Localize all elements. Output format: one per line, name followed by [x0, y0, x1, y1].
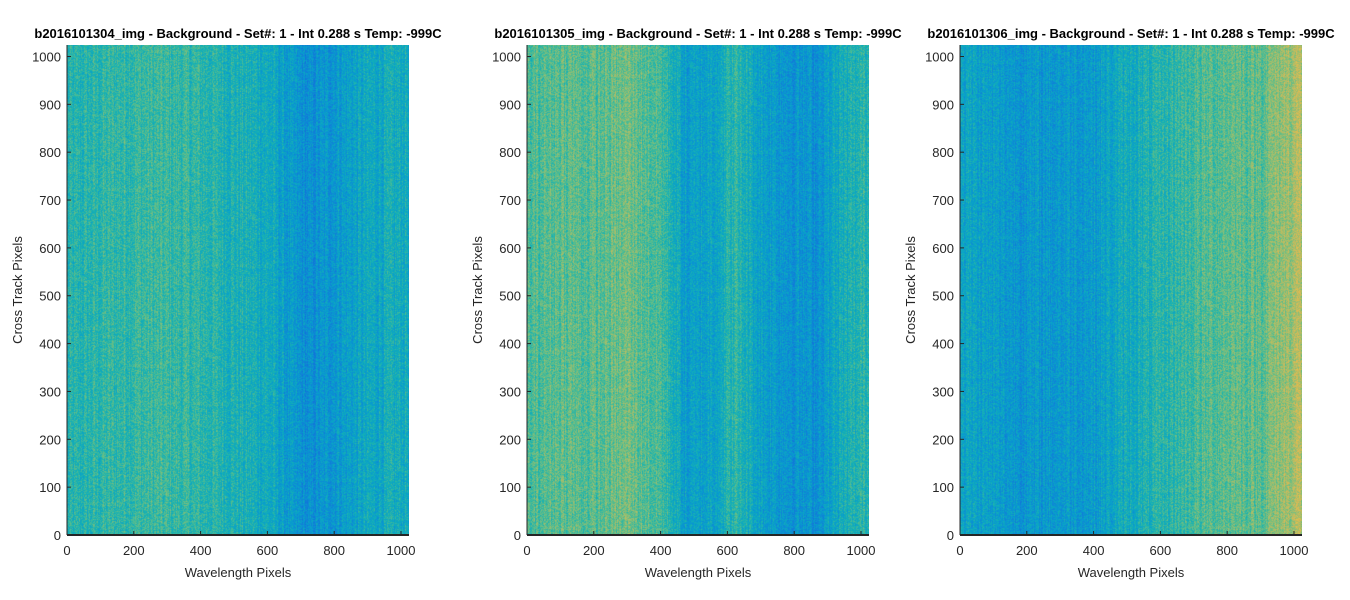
- y-tick-label: 700: [499, 193, 521, 208]
- y-tick-label: 900: [39, 97, 61, 112]
- plot-title: b2016101305_img - Background - Set#: 1 -…: [494, 26, 902, 41]
- heatmap-image: [527, 45, 869, 535]
- y-tick-label: 0: [947, 528, 954, 543]
- x-tick-label: 800: [1216, 543, 1238, 558]
- y-tick-label: 500: [499, 289, 521, 304]
- axes: 0 200 400 600 800 1000 0 100 200 300 400 500 600 700 8…: [903, 45, 1309, 580]
- y-tick-label: 200: [39, 432, 61, 447]
- x-tick-label: 0: [523, 543, 530, 558]
- y-axis-label: Cross Track Pixels: [903, 236, 918, 344]
- x-tick-label: 400: [190, 543, 212, 558]
- x-tick-label: 200: [583, 543, 605, 558]
- x-axis-label: Wavelength Pixels: [185, 565, 292, 580]
- heatmap-panel-2: b2016101305_img - Background - Set#: 1 -…: [460, 0, 910, 600]
- y-tick-label: 500: [39, 289, 61, 304]
- y-tick-label: 300: [39, 384, 61, 399]
- y-tick-label: 400: [39, 337, 61, 352]
- heatmap-panel-1: b2016101304_img - Background - Set#: 1 -…: [0, 0, 450, 600]
- x-tick-label: 1000: [1280, 543, 1309, 558]
- y-tick-label: 600: [39, 241, 61, 256]
- y-tick-label: 300: [932, 384, 954, 399]
- y-tick-label: 100: [39, 480, 61, 495]
- x-tick-label: 200: [1016, 543, 1038, 558]
- x-tick-label: 0: [956, 543, 963, 558]
- y-tick-label: 1000: [492, 49, 521, 64]
- axes: 0 200 400 600 800 1000 0 100 200 300 400 500 600 700 8…: [470, 45, 876, 580]
- x-tick-label: 200: [123, 543, 145, 558]
- plot-title: b2016101304_img - Background - Set#: 1 -…: [34, 26, 442, 41]
- y-tick-label: 700: [39, 193, 61, 208]
- y-tick-label: 1000: [925, 49, 954, 64]
- x-tick-label: 0: [63, 543, 70, 558]
- y-tick-label: 1000: [32, 49, 61, 64]
- x-tick-label: 800: [323, 543, 345, 558]
- y-tick-label: 900: [499, 97, 521, 112]
- x-tick-label: 600: [717, 543, 739, 558]
- y-tick-label: 200: [932, 432, 954, 447]
- x-axis-label: Wavelength Pixels: [1078, 565, 1185, 580]
- y-tick-label: 800: [39, 145, 61, 160]
- y-tick-label: 600: [499, 241, 521, 256]
- heatmap-panel-3: b2016101306_img - Background - Set#: 1 -…: [893, 0, 1350, 600]
- y-tick-label: 600: [932, 241, 954, 256]
- x-tick-label: 400: [650, 543, 672, 558]
- y-tick-label: 200: [499, 432, 521, 447]
- y-tick-label: 800: [499, 145, 521, 160]
- y-tick-label: 900: [932, 97, 954, 112]
- x-tick-label: 1000: [387, 543, 416, 558]
- y-axis-label: Cross Track Pixels: [10, 236, 25, 344]
- x-tick-label: 600: [1150, 543, 1172, 558]
- heatmap-image: [67, 45, 409, 535]
- x-axis-label: Wavelength Pixels: [645, 565, 752, 580]
- heatmap-image: [960, 45, 1302, 535]
- y-tick-label: 500: [932, 289, 954, 304]
- y-tick-label: 400: [499, 337, 521, 352]
- plot-title: b2016101306_img - Background - Set#: 1 -…: [927, 26, 1335, 41]
- x-tick-label: 800: [783, 543, 805, 558]
- x-tick-label: 400: [1083, 543, 1105, 558]
- y-tick-label: 100: [499, 480, 521, 495]
- y-tick-label: 400: [932, 337, 954, 352]
- axes: 0 200 400 600 800 1000 0 100 200 300 400 500 600 700 8…: [10, 45, 416, 580]
- y-tick-label: 100: [932, 480, 954, 495]
- y-tick-label: 0: [54, 528, 61, 543]
- y-tick-label: 800: [932, 145, 954, 160]
- y-tick-label: 700: [932, 193, 954, 208]
- x-tick-label: 1000: [847, 543, 876, 558]
- y-tick-label: 0: [514, 528, 521, 543]
- y-tick-label: 300: [499, 384, 521, 399]
- y-axis-label: Cross Track Pixels: [470, 236, 485, 344]
- x-tick-label: 600: [257, 543, 279, 558]
